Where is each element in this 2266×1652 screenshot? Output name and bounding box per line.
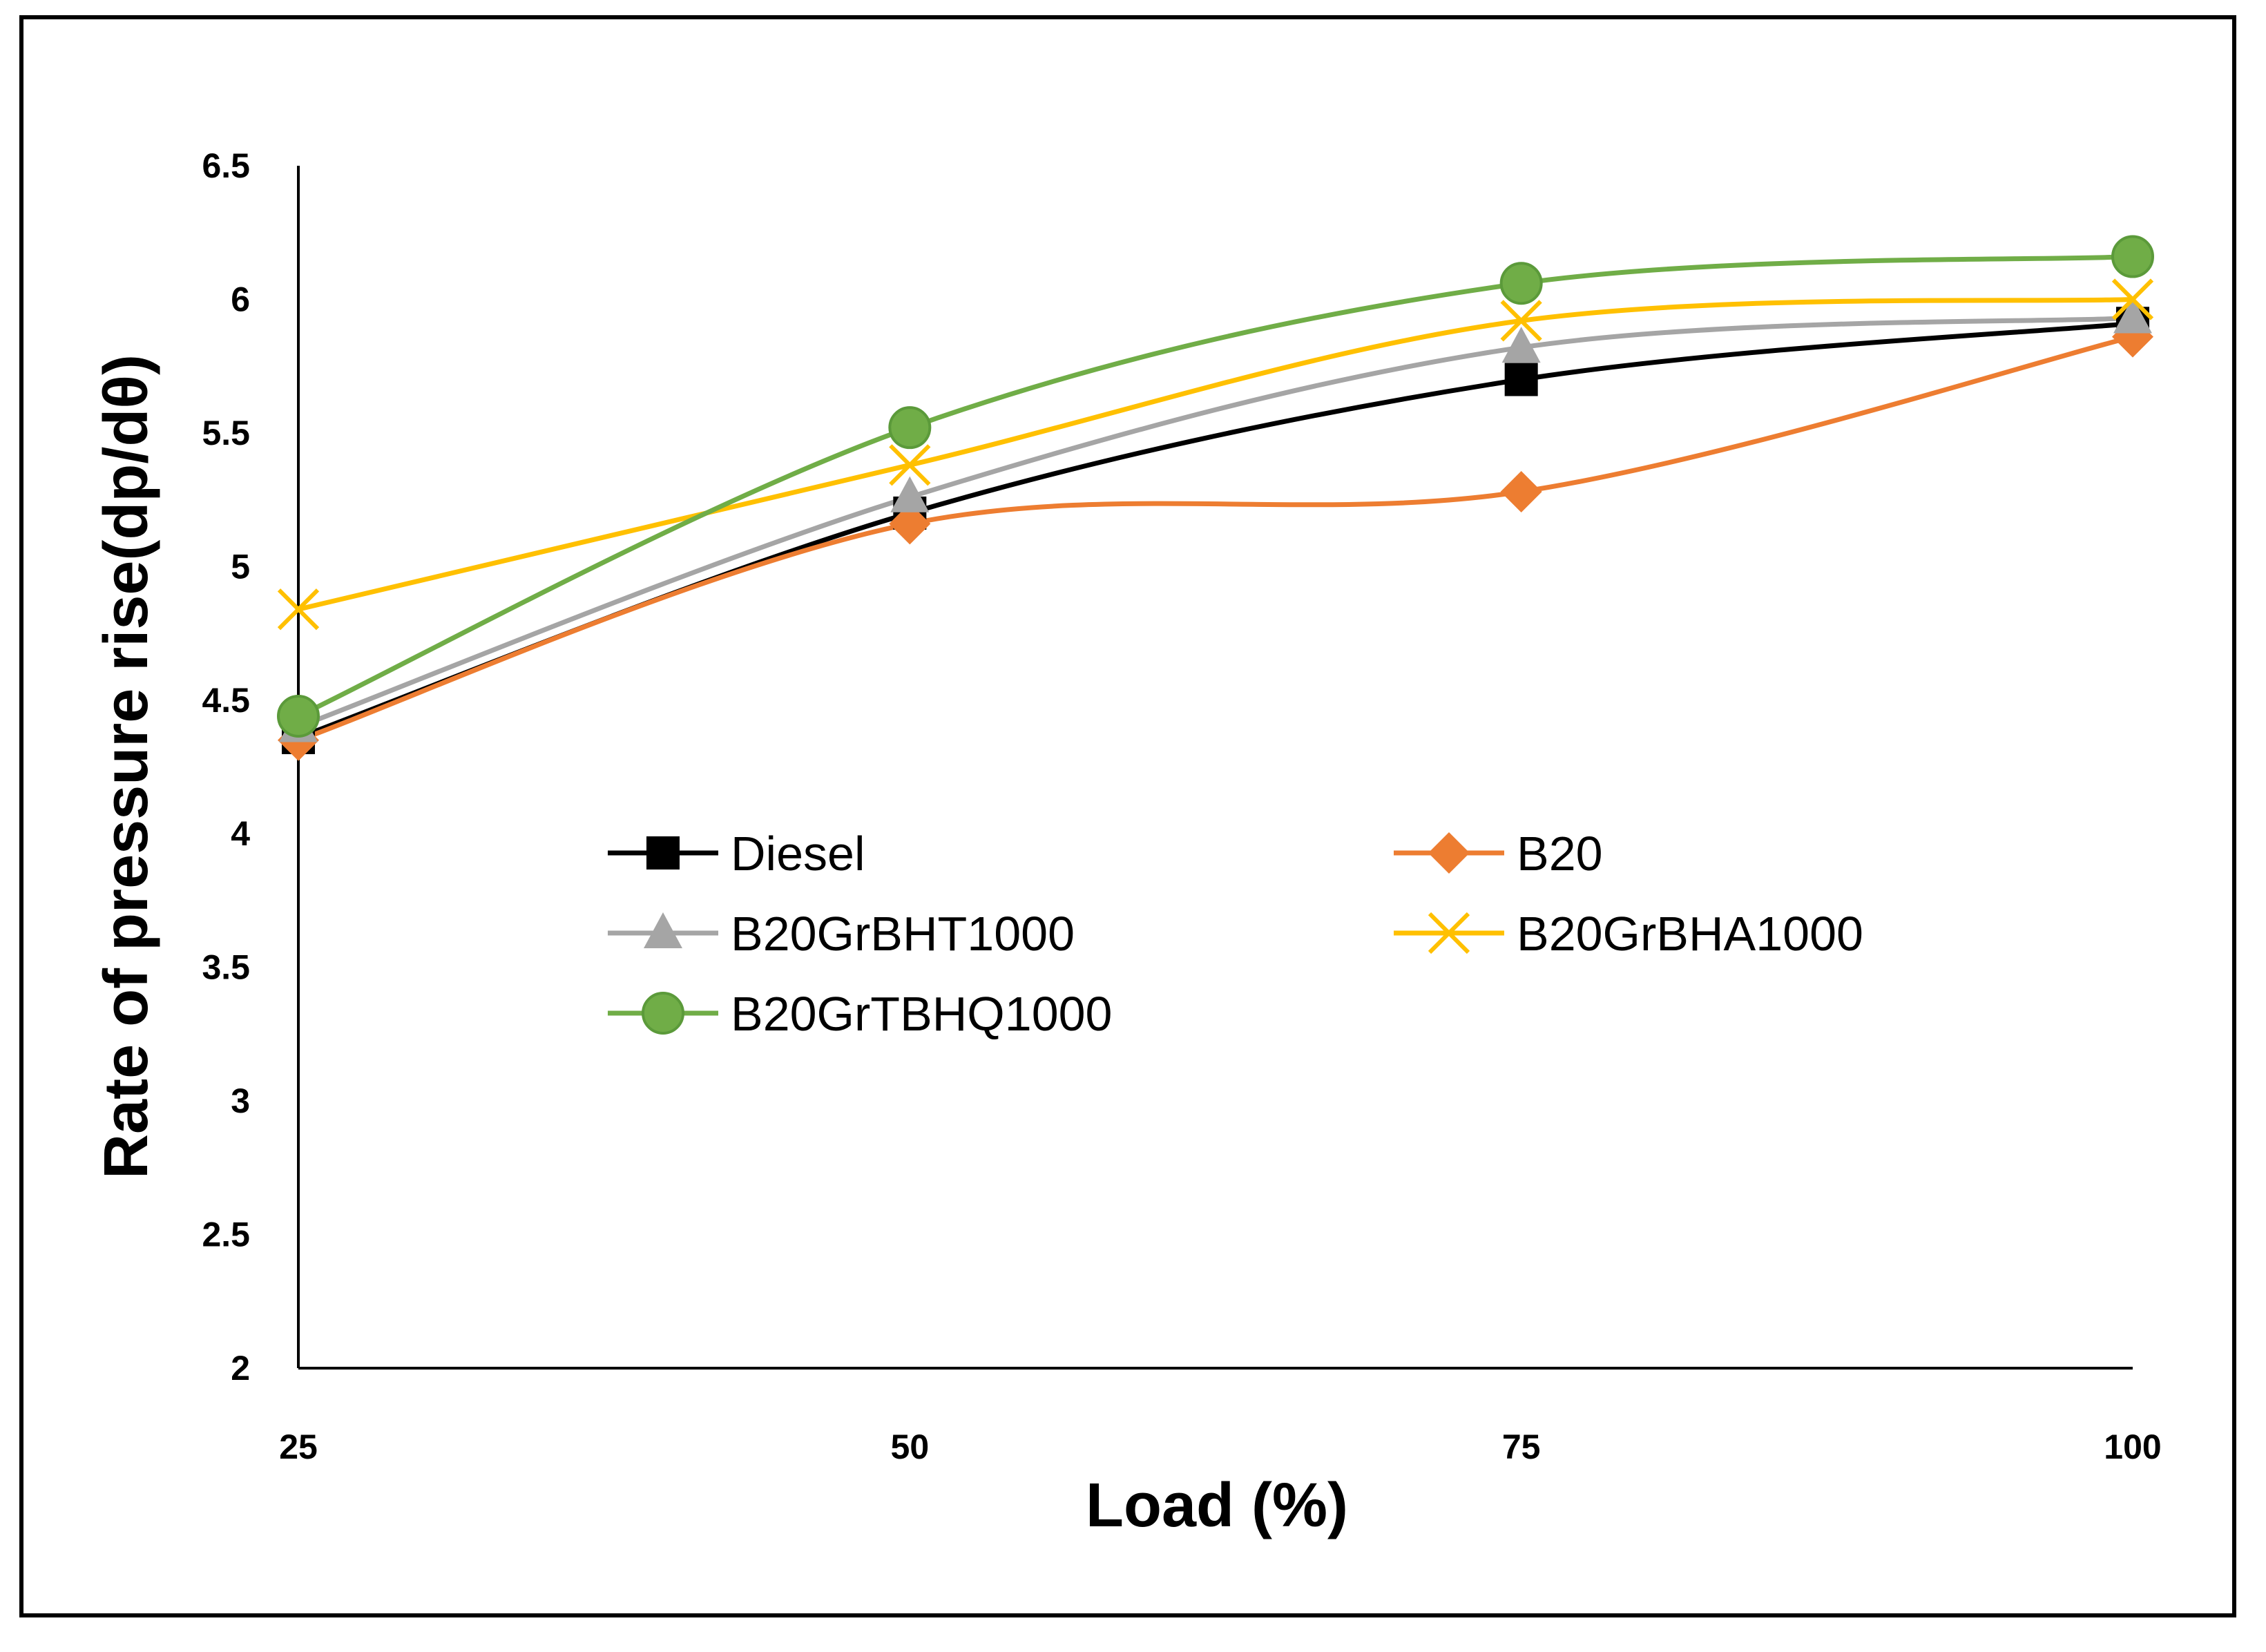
x-tick-label: 25: [279, 1428, 318, 1466]
data-point-b20grbht1000: [1501, 327, 1541, 363]
y-tick-label: 6.5: [202, 146, 250, 185]
data-point-b20: [1500, 471, 1542, 513]
y-tick-labels: 2 2.5 3 3.5 4 4.5 5 5.5 6 6.5: [202, 146, 250, 1387]
legend-label-b20grtbhq1000: B20GrTBHQ1000: [731, 987, 1112, 1041]
y-tick-label: 5: [231, 547, 250, 586]
legend-marker-b20: [1428, 832, 1470, 874]
data-point-b20grbha1000: [277, 588, 320, 631]
legend-label-b20grbha1000: B20GrBHA1000: [1517, 907, 1863, 961]
series-lines: [296, 254, 2135, 743]
data-point-b20grbha1000: [889, 444, 931, 486]
x-tick-label: 50: [891, 1428, 930, 1466]
y-tick-label: 4.5: [202, 681, 250, 720]
x-tick-label: 100: [2104, 1428, 2161, 1466]
data-point-b20grbht1000: [2113, 297, 2152, 334]
x-tick-labels: 25 50 75 100: [279, 1428, 2162, 1466]
y-tick-label: 6: [231, 280, 250, 318]
legend-label-diesel: Diesel: [731, 827, 865, 881]
axes: [297, 166, 2133, 1370]
legend-marker-b20grbht1000: [644, 912, 682, 948]
data-point-b20grtbhq1000: [1499, 262, 1543, 305]
series-line-b20grbht1000: [296, 316, 2135, 729]
data-point-b20grbht1000: [890, 476, 930, 512]
data-point-b20grtbhq1000: [888, 406, 932, 450]
legend-marker-b20grbha1000: [1428, 912, 1470, 954]
legend-marker-diesel: [646, 836, 680, 870]
y-tick-label: 3: [231, 1082, 250, 1120]
series-line-b20: [296, 334, 2135, 743]
y-tick-label: 2: [231, 1349, 250, 1387]
legend-marker-b20grtbhq1000: [642, 992, 684, 1035]
legend-label-b20: B20: [1517, 827, 1603, 881]
legend: Diesel B20 B20GrBHT1000 B20GrBHA1000 B20GrTB…: [608, 827, 1863, 1041]
x-axis-title: Load (%): [1086, 1471, 1348, 1540]
data-point-b20grbha1000: [1500, 300, 1542, 342]
y-tick-label: 4: [231, 814, 250, 853]
series-line-b20grtbhq1000: [296, 254, 2135, 719]
series-line-b20grbha1000: [296, 296, 2135, 612]
data-point-b20grtbhq1000: [2111, 235, 2154, 278]
legend-label-b20grbht1000: B20GrBHT1000: [731, 907, 1075, 961]
y-tick-label: 2.5: [202, 1216, 250, 1254]
data-point-b20: [889, 503, 931, 545]
x-tick-label: 75: [1502, 1428, 1541, 1466]
series-markers: [277, 235, 2154, 761]
y-tick-label: 3.5: [202, 948, 250, 987]
chart-frame: [19, 15, 2236, 1617]
y-tick-label: 5.5: [202, 414, 250, 452]
data-point-b20grtbhq1000: [277, 694, 320, 738]
data-point-diesel: [1504, 363, 1538, 396]
y-axis-title: Rate of pressure rise(dp/dθ): [92, 354, 161, 1179]
data-point-b20grbha1000: [2111, 278, 2154, 320]
